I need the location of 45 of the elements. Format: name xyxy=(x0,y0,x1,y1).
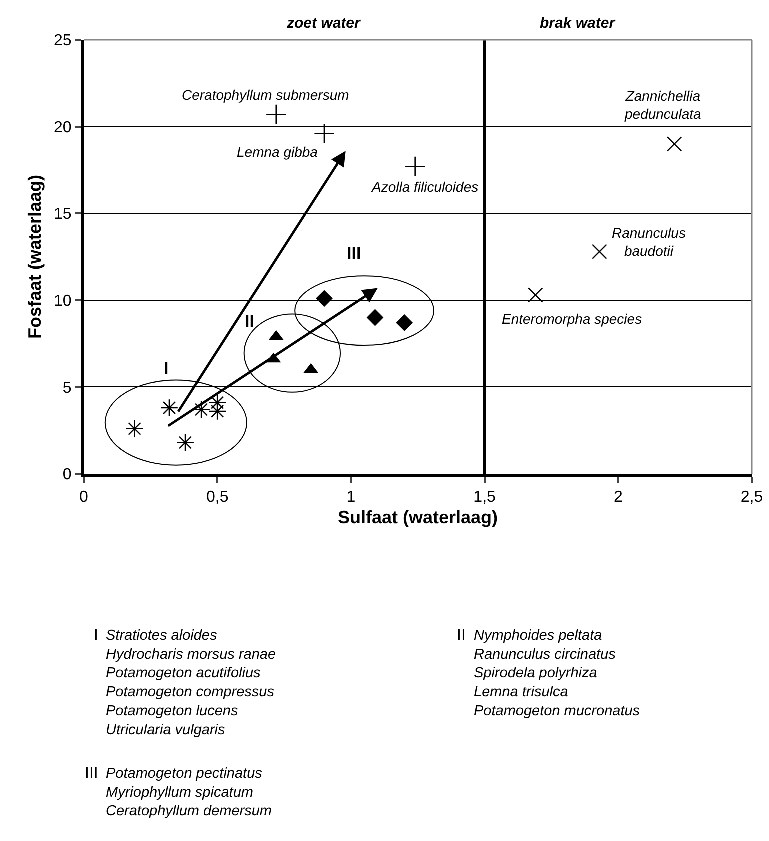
annotation: Lemna gibba xyxy=(237,144,318,160)
text: III xyxy=(85,765,98,782)
annotation: Ranunculus baudotii xyxy=(612,225,686,260)
text: zoet water xyxy=(286,15,362,32)
x-tick-label: 0,5 xyxy=(206,489,229,506)
text: I xyxy=(94,627,98,644)
annotation: III xyxy=(347,244,362,263)
y-tick-label: 0 xyxy=(62,466,72,484)
text: Stratiotes aloides Hydrocharis morsus ranae Potamogeton acutifolius Potamogeton compressus Potamogeton lucens Utricularia vulgaris xyxy=(106,628,276,738)
y-axis-title: Fosfaat (waterlaag) xyxy=(25,174,46,340)
x-tick-label: 1,5 xyxy=(474,489,496,506)
point xyxy=(404,156,426,178)
text: brak water xyxy=(540,15,616,32)
point xyxy=(160,398,179,418)
point xyxy=(314,123,335,144)
x-tick-label: 2 xyxy=(614,489,623,506)
x-tick-label: 1 xyxy=(346,489,356,506)
point xyxy=(528,288,544,303)
text: Potamogeton pectinatus Myriophyllum spicatum Ceratophyllum demersum xyxy=(106,766,272,820)
text: Nymphoides peltata Ranunculus circinatus Spirodela polyrhiza Lemna trisulca Potamogeton mucronatus xyxy=(474,628,640,720)
x-axis-title: Sulfaat (waterlaag) xyxy=(338,507,498,528)
point xyxy=(666,136,682,152)
y-tick-label: 5 xyxy=(62,380,72,397)
x-tick-label: 2,5 xyxy=(740,489,764,506)
annotation: Ceratophyllum submersum xyxy=(182,87,350,103)
point xyxy=(266,104,287,126)
point xyxy=(192,400,211,419)
point xyxy=(592,244,608,260)
annotation: Azolla filiculoides xyxy=(371,179,479,195)
text: II xyxy=(457,627,466,644)
point xyxy=(176,434,195,452)
point xyxy=(366,309,384,326)
annotation: I xyxy=(164,359,169,378)
annotation: Enteromorpha species xyxy=(502,311,642,327)
point xyxy=(126,420,144,438)
y-tick-label: 20 xyxy=(54,119,72,136)
point xyxy=(396,314,414,332)
point xyxy=(208,394,227,412)
y-tick-label: 10 xyxy=(54,293,72,310)
annotation: Zannichellia pedunculata xyxy=(624,88,702,122)
point xyxy=(316,290,333,308)
y-tick-label: 25 xyxy=(54,32,72,50)
y-tick-label: 15 xyxy=(54,206,72,224)
annotation: II xyxy=(245,312,254,331)
x-tick-label: 0 xyxy=(80,489,89,506)
